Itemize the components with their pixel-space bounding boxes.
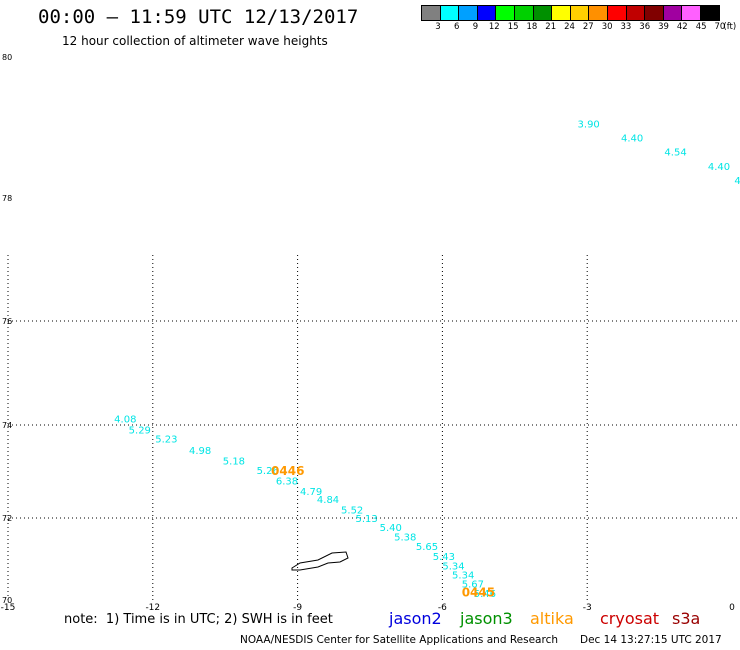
legend-label: 33 bbox=[620, 22, 632, 32]
color-legend bbox=[421, 5, 720, 21]
legend-label: 27 bbox=[582, 22, 594, 32]
chart-title: 00:00 – 11:59 UTC 12/13/2017 bbox=[38, 6, 359, 28]
legend-swatch bbox=[421, 5, 441, 21]
legend-swatch bbox=[459, 5, 478, 21]
legend-swatch bbox=[570, 5, 590, 21]
legend-label: 24 bbox=[564, 22, 575, 32]
satellite-altika: altika bbox=[530, 609, 574, 628]
legend-label: 36 bbox=[639, 22, 651, 32]
satellite-jason2: jason2 bbox=[389, 609, 442, 628]
wave-height-label: 4. bbox=[734, 176, 740, 187]
wave-height-label: 5.34 bbox=[452, 571, 474, 582]
y-tick-label: 72 bbox=[2, 514, 12, 523]
wave-height-label: 3.90 bbox=[578, 120, 600, 131]
legend-swatch bbox=[607, 5, 627, 21]
x-tick-label: 0 bbox=[729, 603, 735, 613]
wave-height-label: 4.98 bbox=[189, 446, 211, 457]
wave-height-label: 5.40 bbox=[380, 523, 402, 534]
wave-height-label: 5.23 bbox=[155, 435, 177, 446]
legend-label: 3 bbox=[435, 22, 441, 32]
y-tick-label: 70 bbox=[2, 596, 12, 605]
wave-height-label: 4.08 bbox=[114, 414, 136, 425]
wave-height-label: 5.38 bbox=[394, 533, 416, 544]
y-tick-label: 80 bbox=[2, 53, 12, 62]
legend-swatch bbox=[477, 5, 497, 21]
legend-swatch bbox=[589, 5, 608, 21]
x-tick-label: -9 bbox=[293, 603, 302, 613]
satellite-cryosat: cryosat bbox=[600, 609, 660, 628]
legend-swatch bbox=[552, 5, 571, 21]
legend-swatch bbox=[626, 5, 646, 21]
wave-height-label: 5.26 bbox=[257, 466, 279, 477]
legend-label: 21 bbox=[545, 22, 557, 32]
legend-swatch bbox=[533, 5, 553, 21]
chart-subtitle: 12 hour collection of altimeter wave hei… bbox=[62, 34, 328, 48]
y-tick-label: 76 bbox=[2, 317, 12, 326]
pass-time-label: 0445 bbox=[462, 586, 495, 600]
wave-height-label: 5.34 bbox=[442, 561, 464, 572]
legend-swatch bbox=[440, 5, 460, 21]
legend-swatch bbox=[663, 5, 683, 21]
legend-label: 9 bbox=[472, 22, 479, 32]
x-tick-label: -3 bbox=[583, 603, 592, 613]
legend-label: 12 bbox=[488, 22, 500, 32]
footer-note: note: 1) Time is in UTC; 2) SWH is in fe… bbox=[64, 612, 333, 627]
legend-label: 45 bbox=[695, 22, 707, 32]
pass-time-label: 0446 bbox=[271, 464, 304, 478]
footer-timestamp: Dec 14 13:27:15 UTC 2017 bbox=[580, 634, 722, 646]
x-tick-label: -15 bbox=[1, 603, 16, 613]
wave-height-label: 5.67 bbox=[462, 580, 484, 591]
legend-label: 70 bbox=[714, 22, 726, 32]
wave-height-label: 6.38 bbox=[276, 477, 298, 488]
y-tick-label: 78 bbox=[2, 194, 12, 203]
wave-height-label: 5.13 bbox=[356, 514, 378, 525]
legend-label: 6 bbox=[454, 22, 460, 32]
wave-height-label: 5.43 bbox=[433, 552, 455, 563]
legend-label: 39 bbox=[658, 22, 669, 32]
wave-height-label: 4.40 bbox=[621, 134, 643, 145]
wave-height-label: 5.52 bbox=[341, 505, 363, 516]
wave-height-label: 4.79 bbox=[300, 487, 322, 498]
legend-unit: (ft) bbox=[723, 22, 737, 32]
legend-label: 15 bbox=[507, 22, 519, 32]
wave-height-label: 4.54 bbox=[664, 148, 686, 159]
legend-swatch bbox=[682, 5, 701, 21]
wave-height-label: 4.84 bbox=[317, 495, 339, 506]
coastline bbox=[291, 551, 349, 571]
legend-swatch bbox=[496, 5, 515, 21]
wave-height-label: 5.46 bbox=[474, 589, 496, 600]
wave-height-label: 5.65 bbox=[416, 542, 438, 553]
legend-swatch bbox=[645, 5, 664, 21]
satellite-s3a: s3a bbox=[672, 609, 701, 628]
legend-swatch bbox=[514, 5, 534, 21]
legend-swatch bbox=[700, 5, 720, 21]
y-tick-label: 74 bbox=[2, 421, 12, 430]
wave-height-label: 5.29 bbox=[129, 425, 151, 436]
wave-height-label: 4.40 bbox=[708, 162, 730, 173]
legend-label: 18 bbox=[526, 22, 538, 32]
wave-height-label: 5.18 bbox=[223, 457, 245, 468]
x-tick-label: -12 bbox=[145, 603, 160, 613]
x-tick-label: -6 bbox=[438, 603, 447, 613]
legend-label: 42 bbox=[676, 22, 688, 32]
satellite-jason3: jason3 bbox=[460, 609, 513, 628]
footer-credit: NOAA/NESDIS Center for Satellite Applica… bbox=[240, 634, 558, 646]
legend-label: 30 bbox=[601, 22, 613, 32]
